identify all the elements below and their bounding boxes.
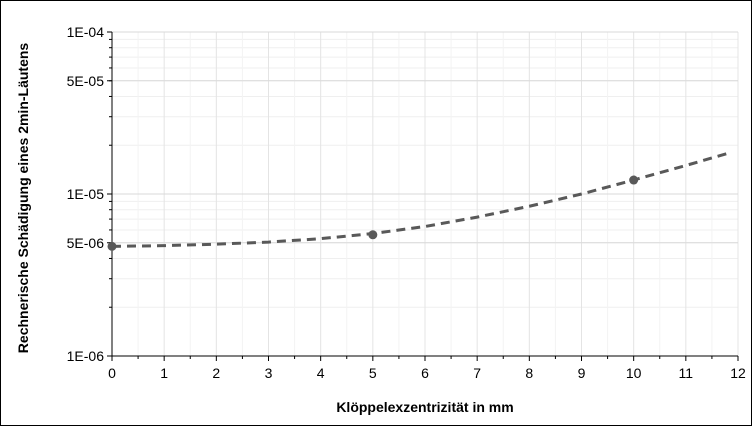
y-tick-label: 1E-06 (67, 348, 105, 364)
y-axis-title: Rechnerische Schädigung eines 2min-Läute… (15, 43, 31, 354)
x-tick-label: 10 (626, 365, 642, 381)
y-tick-label: 1E-05 (67, 186, 105, 202)
y-tick-label: 1E-04 (67, 24, 105, 40)
x-tick-label: 4 (317, 365, 325, 381)
x-tick-label: 11 (679, 365, 694, 381)
data-point (107, 241, 117, 251)
x-tick-label: 8 (525, 365, 533, 381)
x-tick-label: 1 (160, 365, 168, 381)
x-tick-label: 3 (265, 365, 273, 381)
series-line (111, 151, 728, 248)
x-axis-title: Klöppelexzentrizität in mm (336, 399, 513, 415)
x-tick-label: 5 (369, 365, 377, 381)
x-tick-label: 9 (578, 365, 586, 381)
x-tick-label: 0 (108, 365, 116, 381)
x-tick-label: 6 (421, 365, 429, 381)
data-point (629, 175, 639, 185)
x-tick-label: 12 (730, 365, 746, 381)
y-tick-label: 5E-06 (67, 235, 105, 251)
y-tick-label: 5E-05 (67, 73, 105, 89)
x-tick-label: 7 (473, 365, 481, 381)
x-tick-label: 2 (212, 365, 220, 381)
data-point (368, 230, 378, 240)
